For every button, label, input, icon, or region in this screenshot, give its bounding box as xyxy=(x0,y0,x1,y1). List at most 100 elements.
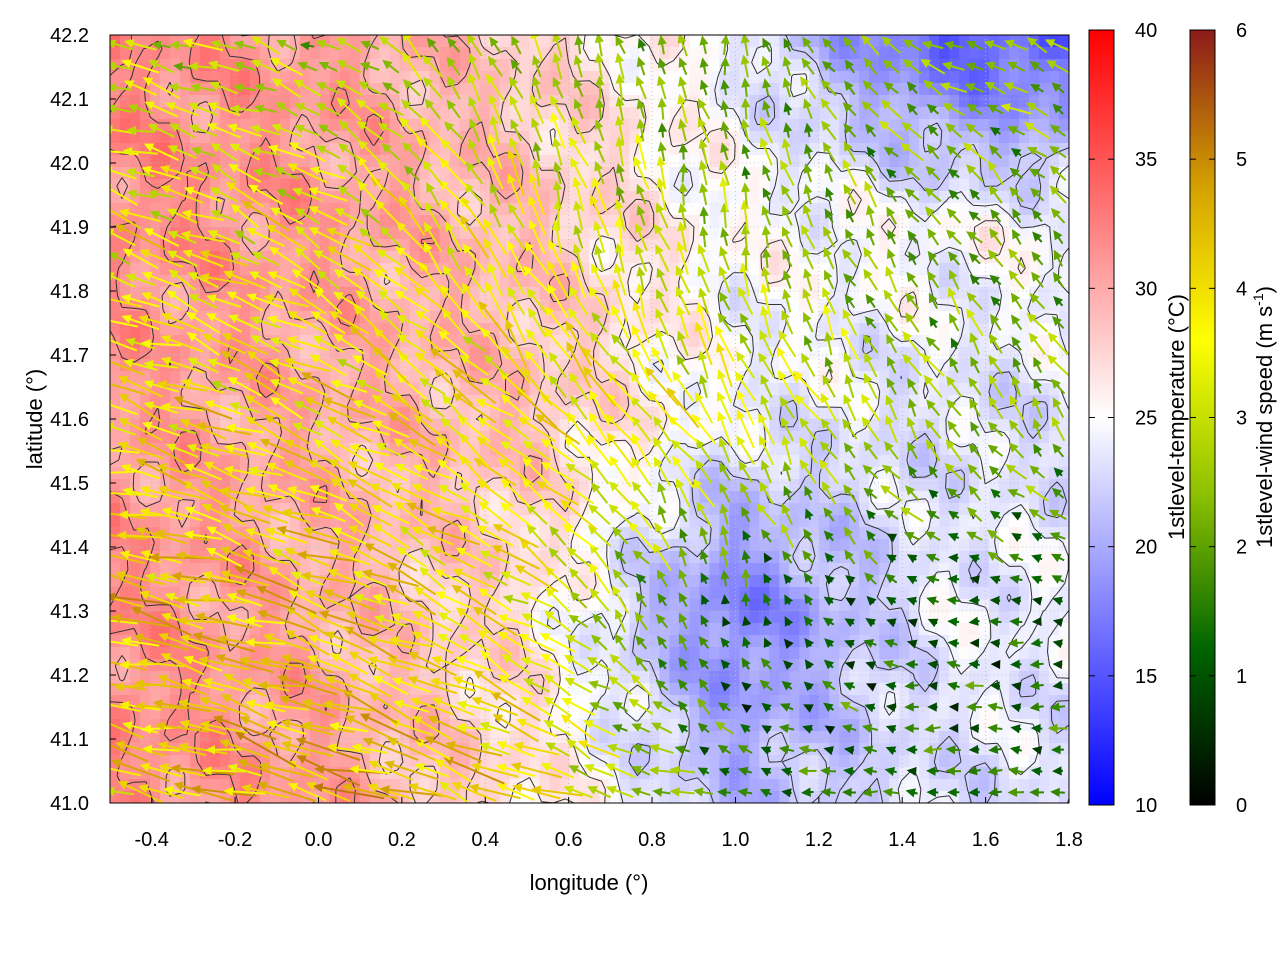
heatmap-cell xyxy=(1049,323,1060,336)
heatmap-cell xyxy=(319,599,331,612)
heatmap-cell xyxy=(539,83,551,96)
heatmap-cell xyxy=(459,467,471,480)
heatmap-cell xyxy=(789,431,800,444)
heatmap-cell xyxy=(269,107,281,120)
heatmap-cell xyxy=(519,575,531,588)
heatmap-cell xyxy=(679,335,690,348)
heatmap-cell xyxy=(209,551,221,564)
heatmap-cell xyxy=(779,47,790,60)
heatmap-cell xyxy=(959,623,970,636)
heatmap-cell xyxy=(779,143,790,156)
heatmap-cell xyxy=(129,71,141,84)
heatmap-cell xyxy=(579,107,591,120)
heatmap-cell xyxy=(259,431,271,444)
heatmap-cell xyxy=(599,83,611,96)
heatmap-cell xyxy=(799,83,810,96)
heatmap-cell xyxy=(359,107,371,120)
heatmap-cell xyxy=(879,251,890,264)
heatmap-cell xyxy=(879,635,890,648)
heatmap-cell xyxy=(969,95,980,108)
heatmap-cell xyxy=(629,83,641,96)
heatmap-cell xyxy=(809,635,820,648)
heatmap-cell xyxy=(349,119,361,132)
heatmap-cell xyxy=(289,467,301,480)
heatmap-cell xyxy=(559,227,571,240)
heatmap-cell xyxy=(709,551,720,564)
heatmap-cell xyxy=(899,71,910,84)
heatmap-cell xyxy=(969,599,980,612)
heatmap-cell xyxy=(769,35,780,48)
heatmap-cell xyxy=(699,251,710,264)
heatmap-cell xyxy=(409,431,421,444)
heatmap-cell xyxy=(139,203,151,216)
heatmap-cell xyxy=(309,551,321,564)
heatmap-cell xyxy=(369,563,381,576)
heatmap-cell xyxy=(489,215,501,228)
heatmap-cell xyxy=(359,47,371,60)
heatmap-cell xyxy=(1029,407,1040,420)
heatmap-cell xyxy=(909,455,920,468)
heatmap-cell xyxy=(639,131,651,144)
heatmap-cell xyxy=(989,35,1000,48)
heatmap-cell xyxy=(489,347,501,360)
heatmap-cell xyxy=(819,527,830,540)
heatmap-cell xyxy=(159,35,171,48)
heatmap-cell xyxy=(519,563,531,576)
heatmap-cell xyxy=(239,47,251,60)
heatmap-cell xyxy=(239,479,251,492)
heatmap-cell xyxy=(569,491,581,504)
heatmap-cell xyxy=(159,539,171,552)
heatmap-cell xyxy=(369,359,381,372)
heatmap-cell xyxy=(319,95,331,108)
heatmap-cell xyxy=(139,71,151,84)
heatmap-cell xyxy=(1059,563,1069,576)
heatmap-cell xyxy=(959,395,970,408)
heatmap-cell xyxy=(139,431,151,444)
heatmap-cell xyxy=(449,191,461,204)
heatmap-cell xyxy=(849,275,860,288)
heatmap-cell xyxy=(649,431,661,444)
heatmap-cell xyxy=(799,131,810,144)
heatmap-cell xyxy=(769,515,780,528)
heatmap-cell xyxy=(110,191,121,204)
heatmap-cell xyxy=(919,515,930,528)
heatmap-cell xyxy=(429,491,441,504)
heatmap-cell xyxy=(849,599,860,612)
heatmap-cell xyxy=(679,455,690,468)
heatmap-cell xyxy=(659,263,671,276)
heatmap-cell xyxy=(139,527,151,540)
heatmap-cell xyxy=(599,299,611,312)
heatmap-cell xyxy=(949,215,960,228)
heatmap-cell xyxy=(269,647,281,660)
heatmap-cell xyxy=(689,131,700,144)
heatmap-cell xyxy=(559,623,571,636)
heatmap-cell xyxy=(1039,359,1050,372)
heatmap-cell xyxy=(879,395,890,408)
heatmap-cell xyxy=(759,179,770,192)
heatmap-cell xyxy=(699,599,710,612)
heatmap-cell xyxy=(239,71,251,84)
heatmap-cell xyxy=(399,71,411,84)
heatmap-cell xyxy=(409,263,421,276)
heatmap-cell xyxy=(919,647,930,660)
heatmap-cell xyxy=(249,515,261,528)
heatmap-cell xyxy=(779,575,790,588)
heatmap-cell xyxy=(959,203,970,216)
heatmap-cell xyxy=(179,383,191,396)
heatmap-cell xyxy=(999,263,1010,276)
heatmap-cell xyxy=(469,323,481,336)
heatmap-cell xyxy=(799,215,810,228)
heatmap-cell xyxy=(129,491,141,504)
heatmap-cell xyxy=(549,515,561,528)
heatmap-cell xyxy=(539,179,551,192)
heatmap-cell xyxy=(809,395,820,408)
heatmap-cell xyxy=(559,563,571,576)
heatmap-cell xyxy=(599,215,611,228)
heatmap-cell xyxy=(349,431,361,444)
heatmap-cell xyxy=(1009,275,1020,288)
heatmap-cell xyxy=(489,575,501,588)
heatmap-cell xyxy=(849,587,860,600)
heatmap-cell xyxy=(759,383,770,396)
heatmap-cell xyxy=(969,107,980,120)
heatmap-cell xyxy=(629,227,641,240)
